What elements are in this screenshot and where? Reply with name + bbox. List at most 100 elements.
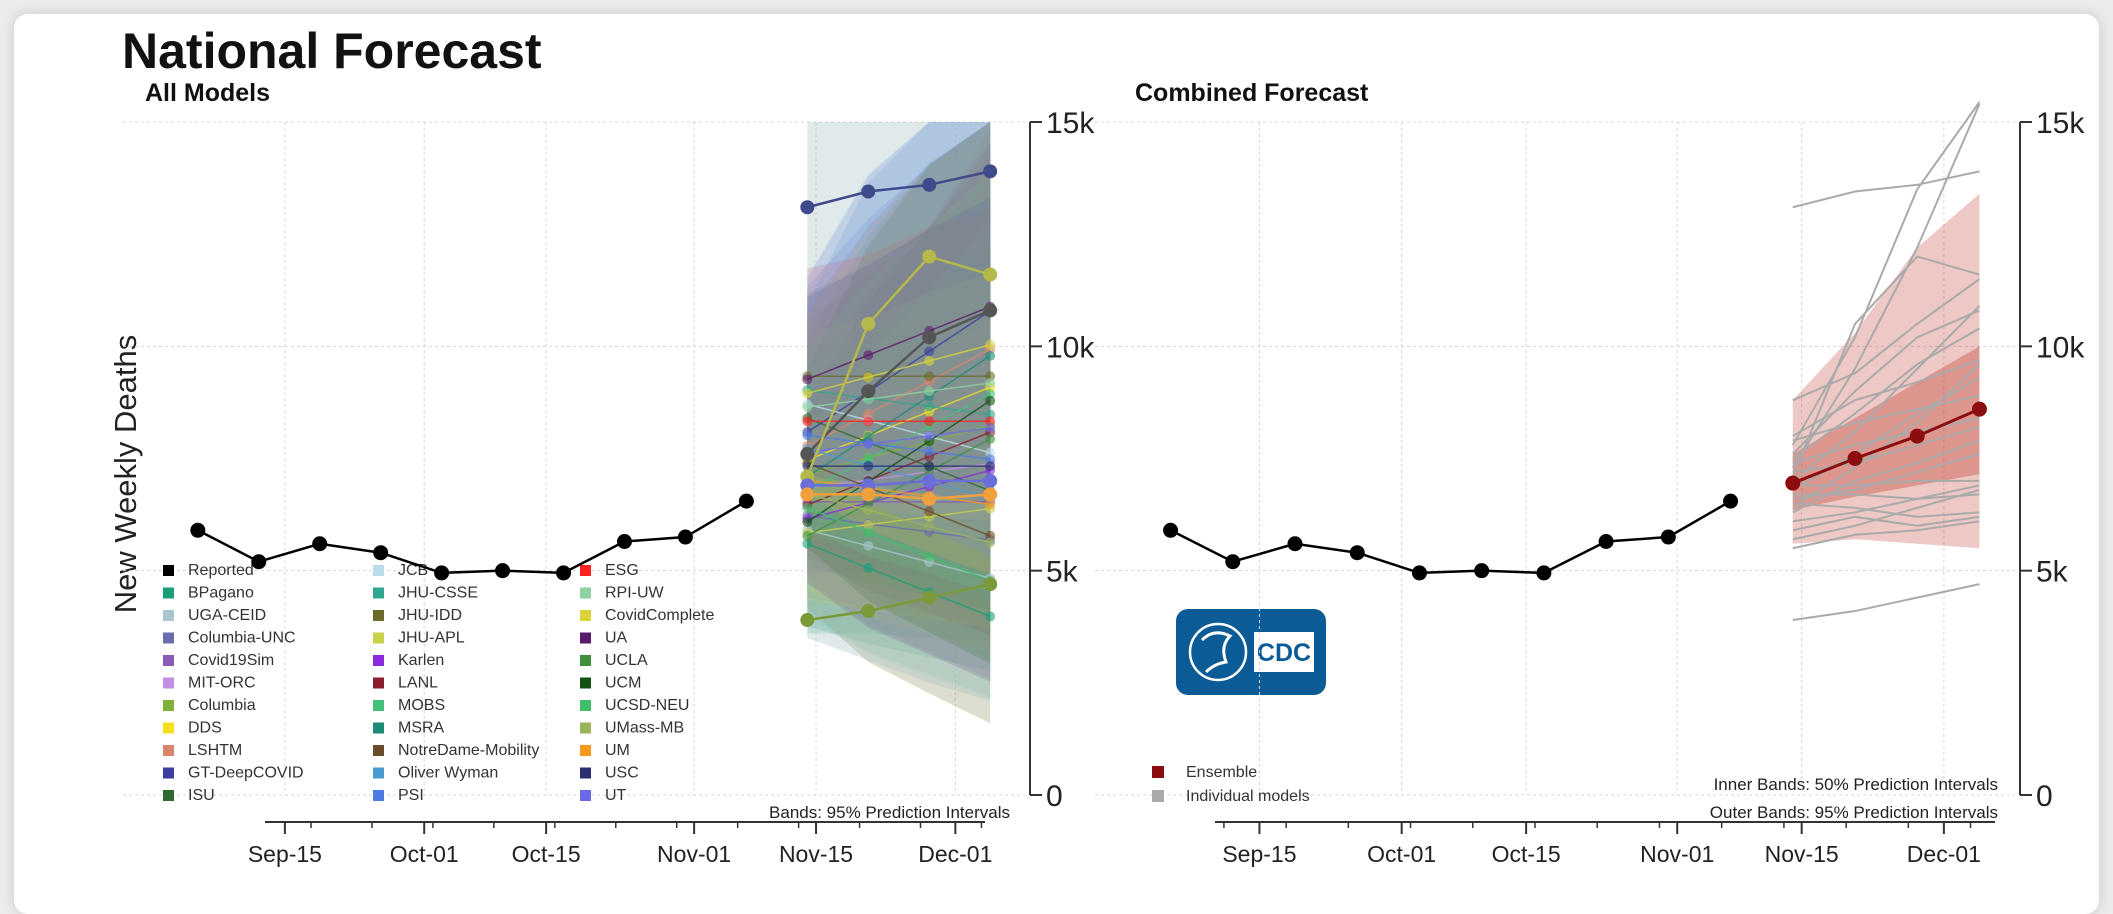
legend-label: UMass-MB (605, 720, 684, 737)
ensemble-95-band (1792, 193, 1980, 549)
legend-swatch (163, 677, 174, 689)
legend-label: PSI (398, 787, 424, 804)
legend-swatch (580, 767, 591, 779)
model-forecast-line (807, 529, 991, 579)
legend-label: MSRA (398, 720, 445, 737)
panel-title-combined: Combined Forecast (1135, 79, 1369, 107)
legend-label: USC (605, 765, 639, 782)
cdc-logo: CDC (1176, 609, 1326, 695)
model-forecast-point (924, 346, 935, 357)
model-forecast-point (802, 530, 813, 541)
legend-swatch (580, 610, 591, 621)
model-band-bpagano (807, 395, 991, 643)
legend-swatch (580, 655, 591, 666)
legend-swatch (580, 722, 591, 734)
individual-model-line (1792, 358, 1980, 437)
legend-label: ESG (605, 562, 639, 579)
legend-label: RPI-UW (605, 585, 665, 602)
highlighted-forecast-line (806, 255, 991, 477)
individual-model-line (1792, 484, 1980, 523)
model-forecast-point (985, 395, 996, 406)
legend-swatch (1152, 766, 1164, 778)
model-forecast-point (802, 502, 813, 513)
legend-swatch (373, 677, 384, 689)
model-band-dds (807, 167, 991, 590)
legend-swatch (373, 767, 384, 779)
highlighted-forecast-line (806, 309, 991, 455)
model-forecast-point (985, 433, 996, 444)
reported-point (434, 565, 450, 581)
highlighted-forecast-point (983, 577, 998, 592)
model-forecast-point (863, 562, 874, 573)
model-forecast-point (863, 505, 874, 516)
highlighted-forecast-line (807, 479, 991, 487)
x-tick-label: Nov-01 (657, 841, 731, 867)
reported-point (1163, 522, 1179, 538)
legend-label: NotreDame-Mobility (398, 742, 539, 759)
highlighted-forecast-point (983, 473, 998, 488)
model-forecast-line (807, 448, 991, 499)
model-band-lshtm (807, 271, 991, 518)
legend-swatch (1152, 790, 1164, 802)
highlighted-forecast-point (861, 604, 876, 619)
model-forecast-point (985, 537, 996, 548)
model-forecast-point (802, 416, 813, 427)
legend-label: JHU-IDD (398, 607, 462, 624)
reported-point (1723, 493, 1739, 509)
model-band-ucm (807, 122, 991, 664)
individual-model-line (1792, 327, 1980, 460)
model-forecast-line (807, 507, 991, 534)
plot-area-left: 0 5k 10k 15k Sep-15 Oct-01 Oct-15 Nov-01 Nov-15 D… (123, 107, 1095, 867)
highlighted-forecast-point (922, 473, 937, 488)
model-forecast-line (807, 427, 991, 453)
y-tick-label: 10k (1046, 331, 1095, 364)
legend-label: UA (605, 630, 628, 647)
x-tick-label: Oct-01 (1367, 841, 1436, 867)
legend-label: BPagano (188, 585, 254, 602)
reported-point (1660, 529, 1676, 545)
legend-label: LSHTM (188, 742, 242, 759)
legend-swatch (163, 587, 174, 599)
individual-model-line (1792, 439, 1980, 514)
legend-label: Columbia (188, 697, 256, 714)
y-tick-label: 0 (1046, 780, 1063, 813)
model-forecast-line (807, 462, 991, 537)
ensemble-point (1847, 451, 1863, 466)
model-forecast-line (807, 469, 991, 520)
individual-model-line (1792, 502, 1980, 518)
y-tick-label: 15k (1046, 107, 1095, 140)
figure-card (14, 14, 2099, 914)
ensemble-point (1909, 428, 1925, 444)
legend-swatch (163, 790, 174, 801)
legend-swatch (580, 565, 591, 576)
inner-bands-note: Inner Bands: 50% Prediction Intervals (1714, 775, 1998, 794)
model-forecast-point (985, 422, 996, 433)
reported-point (616, 534, 632, 550)
legend-swatch (373, 722, 384, 734)
highlighted-forecast-point (800, 487, 815, 502)
model-forecast-point (985, 378, 996, 389)
individual-model-line (1792, 305, 1981, 482)
highlighted-forecast-point (922, 590, 937, 605)
highlighted-forecast-point (922, 491, 937, 506)
legend-label: MOBS (398, 697, 445, 714)
highlighted-forecast-point (861, 384, 876, 399)
highlighted-forecast-point (800, 200, 815, 215)
legend-label: MIT-ORC (188, 675, 256, 692)
reported-point (738, 493, 754, 509)
legend-swatch (163, 722, 174, 734)
model-forecast-point (924, 461, 935, 472)
model-forecast-point (924, 506, 935, 517)
outer-bands-note: Outer Bands: 95% Prediction Intervals (1710, 803, 1998, 822)
model-forecast-point (924, 551, 935, 562)
legend-label: Ensemble (1186, 764, 1257, 781)
legend-label: JHU-APL (398, 630, 465, 647)
model-forecast-point (924, 356, 935, 367)
highlighted-forecast-point (800, 613, 815, 628)
legend-label: UCLA (605, 652, 648, 669)
x-tick-label: Oct-15 (512, 841, 581, 867)
legend-swatch (163, 610, 174, 621)
reported-point (495, 563, 511, 579)
legend-swatch (163, 745, 174, 756)
model-forecast-line (807, 344, 991, 395)
